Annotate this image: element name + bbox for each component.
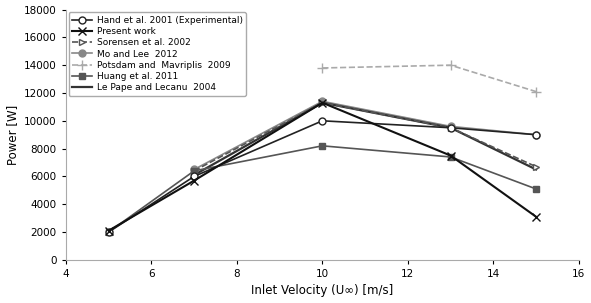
Present work: [319, 101, 326, 105]
Line: Present work: Present work: [105, 98, 540, 235]
X-axis label: Inlet Velocity (U∞) [m/s]: Inlet Velocity (U∞) [m/s]: [251, 285, 394, 298]
Huang et al. 2011: [447, 155, 454, 159]
Hand et al. 2001 (Experimental): [447, 126, 454, 130]
Line: Mo and Lee  2012: Mo and Lee 2012: [191, 98, 540, 173]
Huang et al. 2011: [532, 187, 540, 191]
Hand et al. 2001 (Experimental): [105, 230, 112, 234]
Le Pape and Lecanu  2004: [447, 126, 454, 130]
Hand et al. 2001 (Experimental): [532, 133, 540, 137]
Potsdam and  Mavriplis  2009: [532, 90, 540, 93]
Line: Le Pape and Lecanu  2004: Le Pape and Lecanu 2004: [194, 103, 536, 175]
Sorensen et al. 2002: [532, 165, 540, 168]
Line: Potsdam and  Mavriplis  2009: Potsdam and Mavriplis 2009: [317, 60, 541, 96]
Sorensen et al. 2002: [190, 169, 197, 173]
Present work: [532, 215, 540, 218]
Le Pape and Lecanu  2004: [532, 168, 540, 171]
Hand et al. 2001 (Experimental): [190, 175, 197, 178]
Potsdam and  Mavriplis  2009: [319, 66, 326, 70]
Le Pape and Lecanu  2004: [190, 173, 197, 177]
Mo and Lee  2012: [532, 133, 540, 137]
Hand et al. 2001 (Experimental): [319, 119, 326, 123]
Huang et al. 2011: [319, 144, 326, 148]
Huang et al. 2011: [105, 230, 112, 234]
Potsdam and  Mavriplis  2009: [447, 63, 454, 67]
Line: Hand et al. 2001 (Experimental): Hand et al. 2001 (Experimental): [105, 117, 540, 235]
Present work: [105, 229, 112, 232]
Mo and Lee  2012: [190, 168, 197, 171]
Le Pape and Lecanu  2004: [319, 101, 326, 105]
Mo and Lee  2012: [319, 99, 326, 103]
Present work: [447, 154, 454, 157]
Sorensen et al. 2002: [447, 126, 454, 130]
Huang et al. 2011: [190, 169, 197, 173]
Legend: Hand et al. 2001 (Experimental), Present work, Sorensen et al. 2002, Mo and Lee : Hand et al. 2001 (Experimental), Present…: [69, 12, 246, 96]
Sorensen et al. 2002: [319, 101, 326, 105]
Present work: [190, 179, 197, 182]
Line: Sorensen et al. 2002: Sorensen et al. 2002: [191, 99, 540, 174]
Mo and Lee  2012: [447, 125, 454, 128]
Y-axis label: Power [W]: Power [W]: [5, 105, 18, 165]
Line: Huang et al. 2011: Huang et al. 2011: [105, 142, 540, 235]
